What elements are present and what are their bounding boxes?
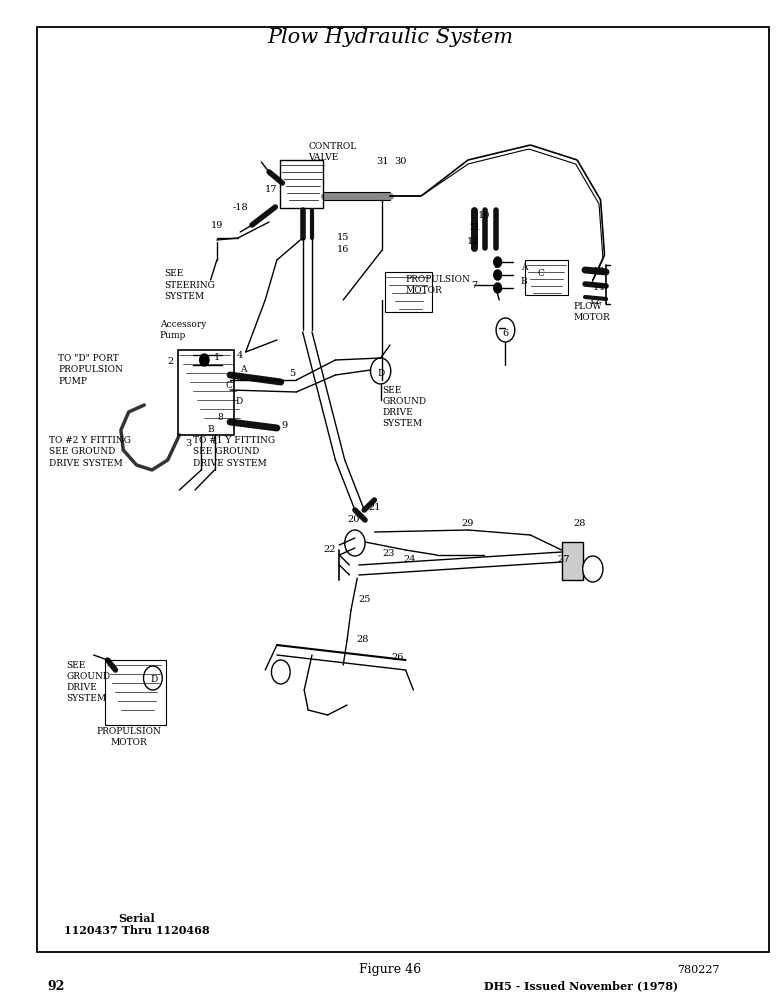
Text: CONTROL
VALVE: CONTROL VALVE <box>308 142 356 162</box>
Text: 26: 26 <box>392 654 404 662</box>
Text: -18: -18 <box>232 202 248 212</box>
Bar <box>525 260 568 295</box>
Text: 12: 12 <box>589 298 601 306</box>
Text: 7: 7 <box>471 280 477 290</box>
Bar <box>562 542 583 580</box>
Bar <box>178 350 234 435</box>
Text: 11: 11 <box>469 224 481 232</box>
Text: 22: 22 <box>323 546 335 554</box>
Text: TO #1 Y FITTING
SEE GROUND
DRIVE SYSTEM: TO #1 Y FITTING SEE GROUND DRIVE SYSTEM <box>193 436 275 468</box>
Text: 13: 13 <box>593 267 605 276</box>
Text: 28: 28 <box>356 636 369 645</box>
Text: D: D <box>377 369 385 378</box>
Text: 780227: 780227 <box>677 965 719 975</box>
Text: 10: 10 <box>478 212 491 221</box>
Text: A: A <box>521 262 527 271</box>
Text: 24: 24 <box>403 554 416 564</box>
Text: 28: 28 <box>573 520 586 528</box>
Text: 14: 14 <box>593 284 605 292</box>
Text: D: D <box>493 260 501 269</box>
Text: 1: 1 <box>214 353 220 361</box>
Text: PROPULSION
MOTOR: PROPULSION MOTOR <box>406 275 470 295</box>
Text: 27: 27 <box>558 556 570 564</box>
Text: 15: 15 <box>337 232 349 241</box>
Text: Serial: Serial <box>118 912 155 924</box>
Text: 17: 17 <box>265 186 278 194</box>
Text: B: B <box>207 426 214 434</box>
Text: 3: 3 <box>186 440 192 448</box>
Text: Figure 46: Figure 46 <box>359 964 421 976</box>
Text: 31: 31 <box>376 157 388 166</box>
Text: TO #2 Y FITTING
SEE GROUND
DRIVE SYSTEM: TO #2 Y FITTING SEE GROUND DRIVE SYSTEM <box>49 436 131 468</box>
Text: Accessory
Pump: Accessory Pump <box>160 320 206 340</box>
Text: 8: 8 <box>218 414 224 422</box>
Text: B: B <box>521 277 527 286</box>
Text: SEE
GROUND
DRIVE
SYSTEM: SEE GROUND DRIVE SYSTEM <box>382 386 427 428</box>
Text: Plow Hydraulic System: Plow Hydraulic System <box>267 28 513 47</box>
Text: C: C <box>225 381 232 390</box>
Text: PROPULSION
MOTOR: PROPULSION MOTOR <box>96 727 161 747</box>
Text: C: C <box>538 269 544 278</box>
Text: SEE
STEERING
SYSTEM: SEE STEERING SYSTEM <box>164 269 214 301</box>
Text: 4: 4 <box>237 351 243 360</box>
Bar <box>385 272 432 312</box>
Text: D: D <box>236 397 243 406</box>
Text: 2: 2 <box>167 358 173 366</box>
Circle shape <box>494 270 502 280</box>
Text: SEE
GROUND
DRIVE
SYSTEM: SEE GROUND DRIVE SYSTEM <box>66 661 111 703</box>
Text: DH5 - Issued November (1978): DH5 - Issued November (1978) <box>484 980 679 992</box>
Text: D: D <box>151 676 158 684</box>
Text: 1: 1 <box>211 438 218 446</box>
Text: PLOW
MOTOR: PLOW MOTOR <box>573 302 610 322</box>
Circle shape <box>494 283 502 293</box>
Text: 6: 6 <box>502 330 509 338</box>
Text: 23: 23 <box>382 550 395 558</box>
Circle shape <box>200 354 209 366</box>
Text: 92: 92 <box>48 980 65 992</box>
Text: 20: 20 <box>347 514 360 524</box>
Circle shape <box>494 257 502 267</box>
Text: 1120437 Thru 1120468: 1120437 Thru 1120468 <box>64 924 209 936</box>
Text: 21: 21 <box>368 504 381 512</box>
Text: 30: 30 <box>394 157 406 166</box>
Text: 9: 9 <box>282 420 288 430</box>
Text: 19: 19 <box>211 221 223 230</box>
Text: TO "D" PORT
PROPULSION
PUMP: TO "D" PORT PROPULSION PUMP <box>58 354 123 386</box>
Bar <box>280 160 323 208</box>
Text: 5: 5 <box>289 368 296 377</box>
Text: A: A <box>240 365 246 374</box>
Text: 12: 12 <box>466 237 479 246</box>
Bar <box>105 660 166 725</box>
Text: 25: 25 <box>359 595 371 604</box>
Text: 16: 16 <box>337 244 349 253</box>
Text: 29: 29 <box>462 520 474 528</box>
Circle shape <box>583 556 603 582</box>
